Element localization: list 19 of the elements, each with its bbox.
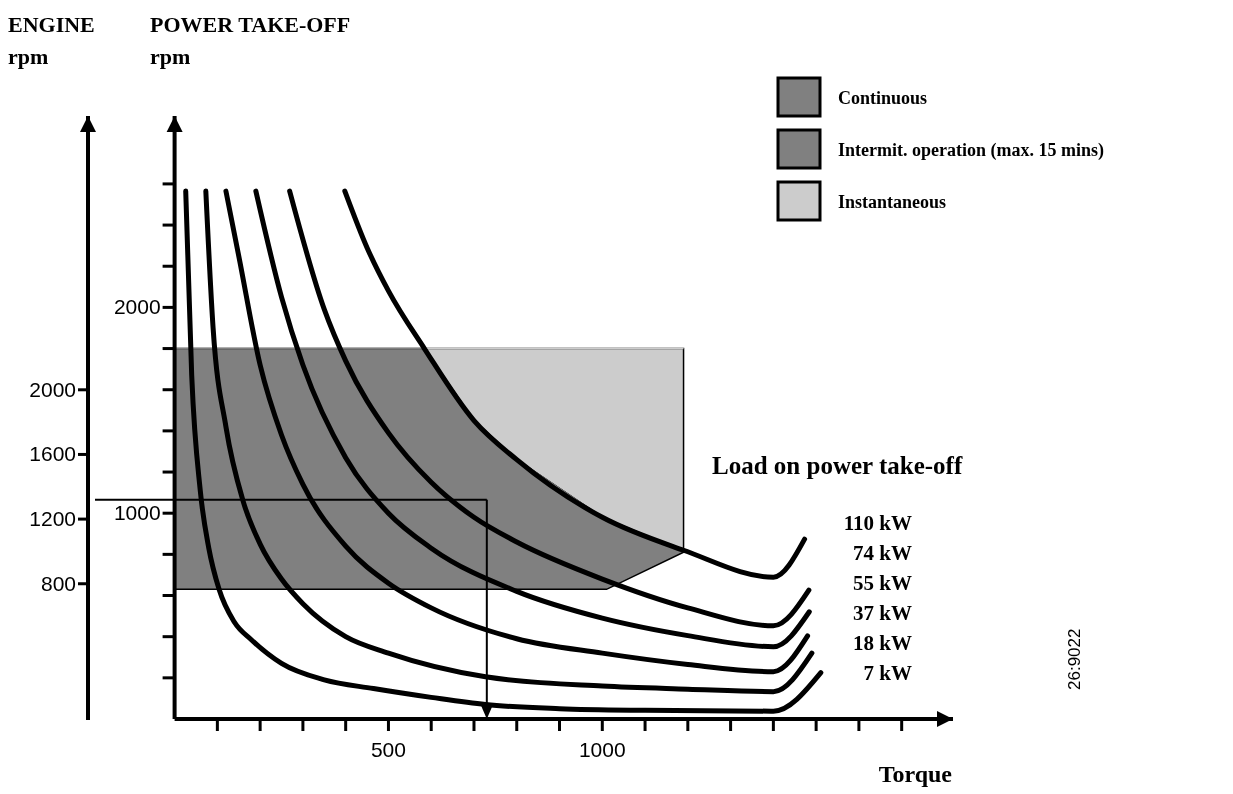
y2-tick-label: 2000 (29, 377, 76, 401)
text: 37 kW (853, 601, 912, 625)
legend-title: Load on power take-off (712, 452, 963, 479)
y2-tick-label: 1200 (29, 507, 76, 531)
x-axis-title: Torque (878, 761, 953, 787)
legend-label: Instantaneous (838, 192, 947, 212)
text: 55 kW (853, 571, 912, 595)
text: 74 kW (853, 541, 912, 565)
y2-tick-label: 1600 (29, 442, 76, 466)
legend-label: Intermit. operation (max. 15 mins) (838, 140, 1104, 161)
text: 26:9022 (1065, 628, 1084, 690)
y-axis-title: POWER TAKE-OFF rpm (150, 12, 351, 69)
series-label: 110 kW (843, 511, 912, 535)
text: 7 kW (863, 661, 912, 685)
series-label: 18 kW (853, 631, 912, 655)
legend-label: Continuous (838, 88, 928, 108)
y2-axis-title: ENGINE rpm (8, 12, 95, 69)
x-tick-label: 500 (370, 738, 406, 761)
y2-tick-label: 800 (40, 571, 76, 595)
